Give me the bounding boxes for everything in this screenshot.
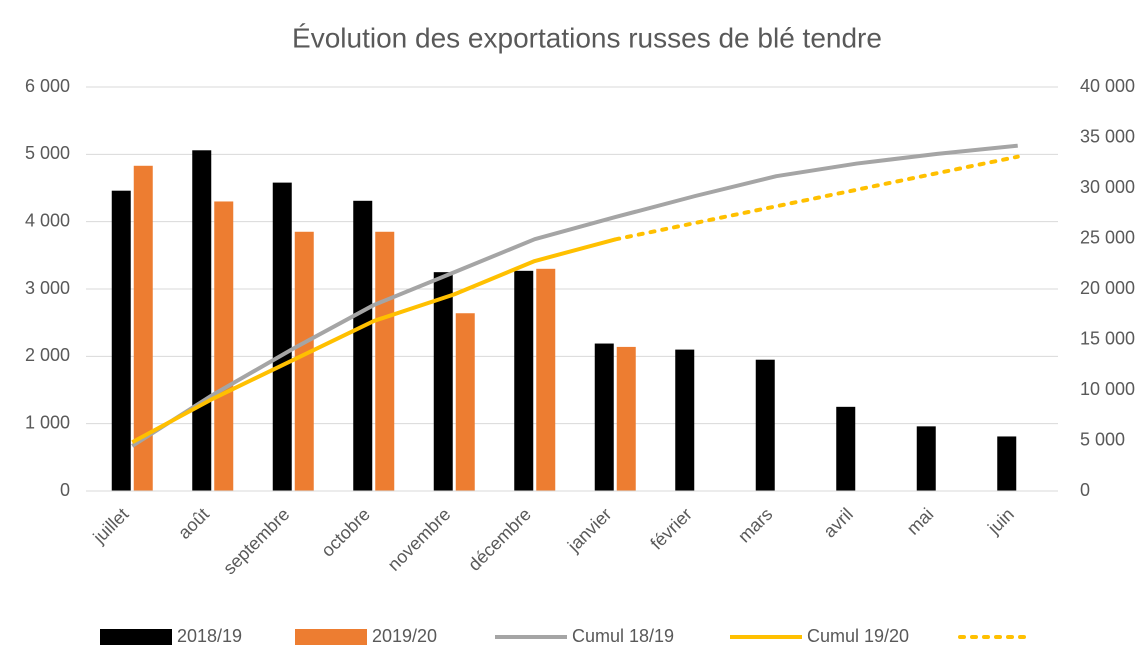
- x-tick-label: juin: [983, 504, 1018, 539]
- y2-tick-label: 25 000: [1080, 227, 1135, 247]
- x-tick-label: novembre: [384, 504, 455, 575]
- chart-title: Évolution des exportations russes de blé…: [292, 22, 882, 53]
- y2-tick-label: 20 000: [1080, 278, 1135, 298]
- bar: [594, 343, 614, 491]
- bar: [455, 313, 475, 491]
- bar: [836, 406, 856, 491]
- legend-swatch: [100, 629, 172, 645]
- x-tick-label: avril: [819, 504, 856, 541]
- y-tick-label: 3 000: [25, 278, 70, 298]
- x-tick-label: septembre: [219, 504, 293, 578]
- line: [131, 237, 616, 444]
- x-tick-label: juillet: [89, 504, 133, 548]
- y2-tick-label: 15 000: [1080, 328, 1135, 348]
- bar: [675, 349, 695, 491]
- bar: [214, 201, 234, 491]
- bar: [111, 190, 131, 491]
- y2-tick-label: 35 000: [1080, 126, 1135, 146]
- y2-tick-label: 5 000: [1080, 429, 1125, 449]
- bar: [192, 150, 212, 491]
- bar: [375, 231, 395, 491]
- bar: [433, 272, 453, 491]
- x-tick-label: août: [174, 504, 213, 543]
- x-tick-label: décembre: [464, 504, 535, 575]
- bar: [133, 165, 153, 491]
- y-tick-label: 6 000: [25, 76, 70, 96]
- bar: [755, 359, 775, 491]
- bar: [294, 231, 314, 491]
- bar: [272, 182, 292, 491]
- bar: [514, 270, 534, 491]
- y2-tick-label: 0: [1080, 480, 1090, 500]
- bar: [353, 200, 373, 491]
- y2-tick-label: 10 000: [1080, 379, 1135, 399]
- bar: [997, 436, 1017, 491]
- y-tick-label: 4 000: [25, 210, 70, 230]
- y-tick-label: 5 000: [25, 143, 70, 163]
- x-tick-label: octobre: [317, 504, 374, 561]
- bar: [916, 426, 936, 491]
- line: [131, 143, 1018, 448]
- legend-label: 2018/19: [177, 626, 242, 646]
- y-tick-label: 1 000: [25, 412, 70, 432]
- x-tick-label: janvier: [563, 504, 615, 556]
- y-tick-label: 2 000: [25, 345, 70, 365]
- y-tick-label: 0: [60, 480, 70, 500]
- x-tick-label: février: [646, 504, 696, 554]
- legend-label: Cumul 18/19: [572, 626, 674, 646]
- x-tick-label: mars: [734, 504, 776, 546]
- y2-tick-label: 30 000: [1080, 177, 1135, 197]
- legend-label: 2019/20: [372, 626, 437, 646]
- bar: [536, 268, 556, 491]
- bar: [616, 346, 636, 491]
- x-tick-label: mai: [903, 504, 938, 539]
- legend-swatch: [295, 629, 367, 645]
- projection-line: [613, 154, 1020, 242]
- y2-tick-label: 40 000: [1080, 76, 1135, 96]
- legend-label: Cumul 19/20: [807, 626, 909, 646]
